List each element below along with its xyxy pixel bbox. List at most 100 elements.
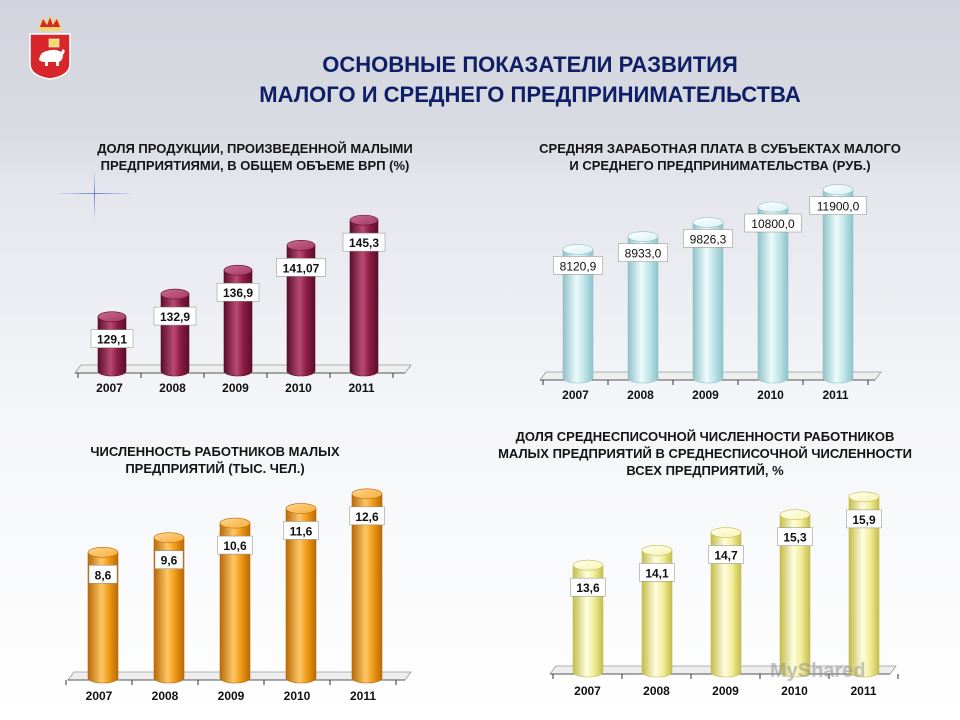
bar-top-cap xyxy=(97,311,127,323)
bar-2008 xyxy=(641,550,673,678)
data-label-box xyxy=(342,232,386,252)
data-label: 9826,3 xyxy=(690,232,727,246)
data-label-box xyxy=(570,577,606,597)
bar-2009 xyxy=(219,522,251,684)
chart-3: 8,6 2007 9,6 2008 10,6 2009 11,6 2010 12,6 2011 xyxy=(65,488,412,703)
data-label: 9,6 xyxy=(161,554,178,568)
data-label-box xyxy=(88,565,118,584)
data-label-box xyxy=(846,509,882,529)
watermark-text: MyShared xyxy=(770,660,866,682)
x-tick-label: 2007 xyxy=(86,689,113,703)
chart-1-title: ДОЛЯ ПРОДУКЦИИ, ПРОИЗВЕДЕННОЙ МАЛЫМИ ПРЕ… xyxy=(40,140,470,174)
data-label-box xyxy=(708,545,744,564)
x-tick-label: 2010 xyxy=(285,381,312,395)
data-label-box xyxy=(683,229,733,248)
x-tick-label: 2010 xyxy=(284,689,311,703)
page-title: ОСНОВНЫЕ ПОКАЗАТЕЛИ РАЗВИТИЯ МАЛОГО И СР… xyxy=(180,50,880,110)
x-tick-label: 2007 xyxy=(562,388,589,402)
data-label: 12,6 xyxy=(355,510,379,524)
chart-3-title-line: ПРЕДПРИЯТИЙ (ТЫС. ЧЕЛ.) xyxy=(125,461,305,476)
data-label: 145,3 xyxy=(349,236,379,250)
bar-2008 xyxy=(160,293,190,377)
chart-2-title: СРЕДНЯЯ ЗАРАБОТНАЯ ПЛАТА В СУБЪЕКТАХ МАЛ… xyxy=(490,140,950,174)
bar-top-cap xyxy=(219,517,251,529)
data-label-box xyxy=(618,243,668,262)
x-tick-label: 2009 xyxy=(692,388,719,402)
bar-top-cap xyxy=(757,201,789,213)
chart-2-title-line: И СРЕДНЕГО ПРЕДПРИНИМАТЕЛЬСТВА (РУБ.) xyxy=(569,158,871,173)
x-tick-label: 2011 xyxy=(348,381,374,395)
bar-2009 xyxy=(692,222,724,384)
perm-krai-emblem-icon xyxy=(29,14,71,80)
chart-2-title-line: СРЕДНЯЯ ЗАРАБОТНАЯ ПЛАТА В СУБЪЕКТАХ МАЛ… xyxy=(539,141,901,156)
x-tick-label: 2008 xyxy=(159,381,186,395)
bar-2010 xyxy=(779,514,811,678)
bar-top-cap xyxy=(153,532,185,543)
bar-top-cap xyxy=(627,231,659,242)
data-label-box xyxy=(809,196,867,215)
chart-4-title-line: ДОЛЯ СРЕДНЕСПИСОЧНОЙ ЧИСЛЕННОСТИ РАБОТНИ… xyxy=(515,429,895,444)
data-label-box xyxy=(276,258,326,277)
chart-2: 8120,9 2007 8933,0 2008 9826,3 2009 10800,0 201… xyxy=(539,184,882,402)
bar-2008 xyxy=(153,537,185,684)
x-tick-label: 2010 xyxy=(781,684,808,698)
chart-1: 129,1 2007 132,9 2008 136,9 2009 141,07 2010 145… xyxy=(74,214,412,395)
data-label-box xyxy=(777,527,813,546)
data-label: 14,1 xyxy=(645,566,669,580)
x-tick-label: 2011 xyxy=(850,684,876,698)
data-label-box xyxy=(154,550,184,569)
chart-3-title: ЧИСЛЕННОСТЬ РАБОТНИКОВ МАЛЫХ ПРЕДПРИЯТИЙ… xyxy=(40,443,390,477)
bar-2011 xyxy=(351,493,383,684)
bar-top-cap xyxy=(848,491,880,503)
x-tick-label: 2009 xyxy=(222,381,249,395)
data-label-box xyxy=(553,256,603,275)
chart-4: 13,6 2007 14,1 2008 14,7 2009 15,3 2010 15,9 2011 xyxy=(549,491,899,698)
x-tick-label: 2008 xyxy=(152,689,179,703)
bar-top-cap xyxy=(286,240,316,251)
data-label-box xyxy=(744,213,802,233)
bar-top-cap xyxy=(572,559,604,571)
header-band xyxy=(0,0,960,195)
decorative-sparkle-vertical xyxy=(94,170,95,220)
data-label-box xyxy=(349,506,385,526)
chart-1-title-line: ДОЛЯ ПРОДУКЦИИ, ПРОИЗВЕДЕННОЙ МАЛЫМИ xyxy=(97,141,413,156)
bar-top-cap xyxy=(822,184,854,195)
chart-3-title-line: ЧИСЛЕННОСТЬ РАБОТНИКОВ МАЛЫХ xyxy=(90,444,340,459)
x-tick-label: 2007 xyxy=(96,381,123,395)
bar-top-cap xyxy=(87,547,119,558)
data-label: 10,6 xyxy=(223,539,247,553)
data-label: 11,6 xyxy=(290,524,313,538)
bar-2011 xyxy=(822,189,854,384)
bar-2007 xyxy=(87,552,119,684)
bar-top-cap xyxy=(641,545,673,556)
bar-top-cap xyxy=(351,488,383,500)
bar-top-cap xyxy=(285,503,317,514)
data-label: 8933,0 xyxy=(625,247,662,261)
chart-1-title-line: ПРЕДПРИЯТИЯМИ, В ОБЩЕМ ОБЪЕМЕ ВРП (%) xyxy=(100,158,410,173)
page-title-line-1: ОСНОВНЫЕ ПОКАЗАТЕЛИ РАЗВИТИЯ xyxy=(322,52,738,77)
data-label-box xyxy=(217,535,253,555)
x-tick-label: 2009 xyxy=(712,684,739,698)
data-label-box xyxy=(639,563,675,582)
bar-2007 xyxy=(562,249,594,384)
data-label: 15,3 xyxy=(783,531,807,545)
chart-4-title-line: ВСЕХ ПРЕДПРИЯТИЙ, % xyxy=(626,463,784,478)
bar-2008 xyxy=(627,236,659,384)
chart-4-title: ДОЛЯ СРЕДНЕСПИСОЧНОЙ ЧИСЛЕННОСТИ РАБОТНИ… xyxy=(450,428,960,479)
chart-4-title-line: МАЛЫХ ПРЕДПРИЯТИЙ В СРЕДНЕСПИСОЧНОЙ ЧИСЛ… xyxy=(498,446,912,461)
x-tick-label: 2007 xyxy=(574,684,601,698)
data-label: 132,9 xyxy=(160,310,190,324)
x-tick-label: 2011 xyxy=(822,388,848,402)
data-label-box xyxy=(216,282,260,302)
data-label: 141,07 xyxy=(283,261,320,275)
bar-top-cap xyxy=(160,288,190,300)
bar-2010 xyxy=(286,245,316,377)
bar-top-cap xyxy=(692,217,724,228)
decorative-sparkle xyxy=(55,193,135,194)
bar-top-cap xyxy=(779,509,811,521)
data-label: 129,1 xyxy=(97,333,127,347)
data-label-box xyxy=(153,306,197,326)
data-label-box xyxy=(90,329,134,348)
x-tick-label: 2008 xyxy=(643,684,670,698)
bar-top-cap xyxy=(349,214,379,226)
